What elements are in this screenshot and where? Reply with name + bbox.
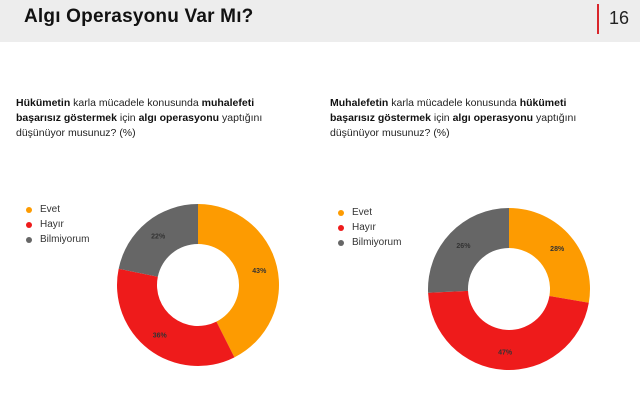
slice-bilmiyorum-left xyxy=(118,204,198,277)
legend-label: Bilmiyorum xyxy=(40,234,90,245)
legend-swatch xyxy=(338,209,344,216)
question-right: Muhalefetin karla mücadele konusunda hük… xyxy=(330,96,600,141)
slice-hayir-left xyxy=(116,268,235,366)
question-left-part: yaptığını düşünüyor musunuz? (%) xyxy=(16,112,263,139)
question-right-part: Muhalefetin xyxy=(330,97,389,109)
question-left-part: Hükümetin xyxy=(16,97,71,109)
slice-label-right: 26% xyxy=(456,243,471,250)
slice-label-right: 28% xyxy=(550,246,565,253)
legend-swatch xyxy=(26,221,32,228)
legend-label: Hayır xyxy=(352,222,376,233)
question-right-part: için xyxy=(430,112,453,124)
header-bar: Algı Operasyonu Var Mı? 16 xyxy=(0,0,640,42)
slice-label-left: 36% xyxy=(153,333,168,340)
legend-swatch xyxy=(338,224,344,231)
question-left-part: algı operasyonu xyxy=(138,112,220,124)
legend-label: Hayır xyxy=(40,219,64,230)
legend-swatch xyxy=(26,236,32,243)
legend-label: Evet xyxy=(352,207,373,218)
legend-item-right: Bilmiyorum xyxy=(338,235,401,250)
question-left-part: için xyxy=(116,112,139,124)
legend-item-left: Bilmiyorum xyxy=(26,232,89,247)
donut-chart-left: 43% 36% 22% xyxy=(116,204,279,366)
question-right-part: algı operasyonu xyxy=(452,112,534,124)
legend-item-left: Evet xyxy=(26,202,89,217)
slice-label-left: 22% xyxy=(151,234,166,241)
question-left: Hükümetin karla mücadele konusunda muhal… xyxy=(16,96,286,141)
page-number: 16 xyxy=(609,8,630,28)
legend-left: Evet Hayır Bilmiyorum xyxy=(26,202,89,247)
donut-chart-right: 28% 47% 26% xyxy=(428,208,590,370)
legend-item-right: Evet xyxy=(338,205,401,220)
slice-bilmiyorum-right xyxy=(428,208,509,293)
page-number-divider xyxy=(597,4,599,34)
legend-swatch xyxy=(26,206,32,213)
legend-right: Evet Hayır Bilmiyorum xyxy=(338,205,401,250)
slice-evet-left xyxy=(198,204,279,358)
question-left-part: karla mücadele konusunda xyxy=(70,97,202,109)
legend-item-right: Hayır xyxy=(338,220,401,235)
slice-hayir-right xyxy=(428,290,589,370)
legend-item-left: Hayır xyxy=(26,217,89,232)
legend-swatch xyxy=(338,239,344,246)
slice-evet-right xyxy=(509,208,590,303)
slice-label-left: 43% xyxy=(252,268,267,275)
page-title: Algı Operasyonu Var Mı? xyxy=(24,6,254,27)
slice-label-right: 47% xyxy=(498,349,513,356)
question-right-part: karla mücadele konusunda xyxy=(388,97,520,109)
question-right-part: hükümeti başarısız göstermek xyxy=(330,97,567,124)
legend-label: Evet xyxy=(40,204,61,215)
question-right-part: yaptığını düşünüyor musunuz? (%) xyxy=(330,112,577,139)
question-left-part: muhalefeti başarısız göstermek xyxy=(16,97,255,124)
legend-label: Bilmiyorum xyxy=(352,237,402,248)
